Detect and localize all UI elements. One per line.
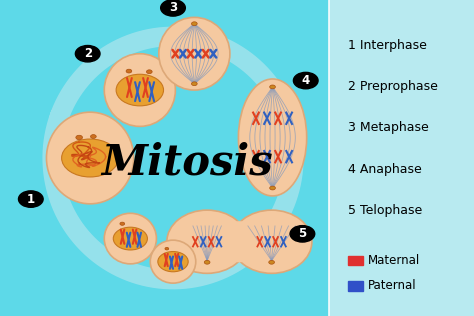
Circle shape: [18, 191, 43, 207]
Bar: [348, 256, 363, 265]
Circle shape: [146, 70, 152, 74]
Circle shape: [290, 226, 315, 242]
Text: 2 Preprophase: 2 Preprophase: [348, 80, 438, 94]
Ellipse shape: [159, 17, 230, 90]
Text: 5: 5: [298, 227, 307, 240]
Circle shape: [191, 22, 197, 26]
Ellipse shape: [167, 210, 247, 273]
Bar: [329, 0, 474, 316]
Circle shape: [126, 69, 132, 73]
Ellipse shape: [231, 210, 312, 273]
Text: Mitosis: Mitosis: [101, 142, 273, 184]
Circle shape: [120, 222, 125, 225]
Circle shape: [158, 252, 188, 272]
Text: Paternal: Paternal: [368, 279, 417, 293]
Ellipse shape: [104, 213, 156, 264]
Ellipse shape: [150, 240, 196, 283]
Circle shape: [75, 46, 100, 62]
Ellipse shape: [104, 54, 175, 126]
Circle shape: [76, 135, 82, 140]
Circle shape: [91, 135, 96, 138]
Text: 1: 1: [27, 192, 35, 206]
Text: 4: 4: [301, 74, 310, 87]
Circle shape: [204, 260, 210, 264]
Text: Maternal: Maternal: [368, 254, 420, 267]
Text: 2: 2: [83, 47, 92, 60]
Circle shape: [113, 227, 147, 250]
Circle shape: [161, 0, 185, 16]
Circle shape: [62, 139, 118, 177]
Circle shape: [269, 260, 274, 264]
Circle shape: [191, 82, 197, 86]
Text: 3 Metaphase: 3 Metaphase: [348, 121, 429, 135]
Text: 5 Telophase: 5 Telophase: [348, 204, 423, 217]
Text: 4 Anaphase: 4 Anaphase: [348, 162, 422, 176]
Ellipse shape: [46, 112, 134, 204]
Text: 3: 3: [169, 1, 177, 15]
Circle shape: [270, 85, 275, 89]
Text: 1 Interphase: 1 Interphase: [348, 39, 427, 52]
Circle shape: [165, 247, 169, 250]
Circle shape: [270, 186, 275, 190]
Ellipse shape: [238, 79, 307, 196]
Bar: [348, 281, 363, 291]
Circle shape: [293, 72, 318, 89]
Ellipse shape: [216, 221, 263, 262]
Circle shape: [116, 74, 164, 106]
